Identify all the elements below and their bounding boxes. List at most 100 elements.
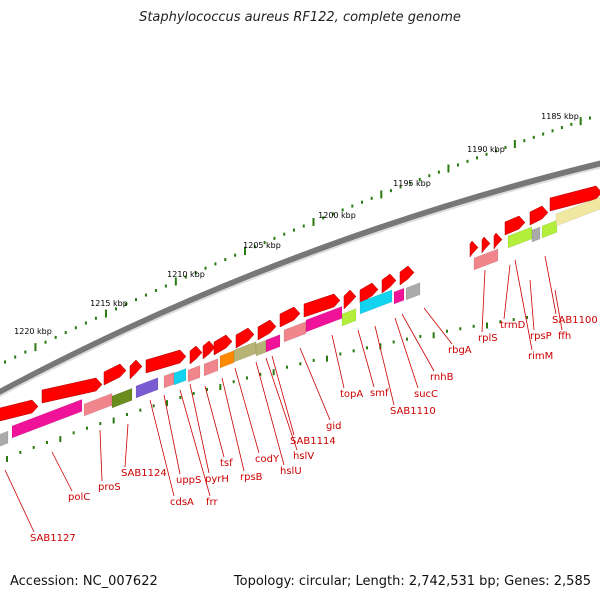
minor-tick — [418, 177, 421, 181]
forward-gene-21 — [549, 185, 600, 212]
minor-tick — [164, 284, 167, 288]
inner-tick — [512, 318, 515, 322]
minor-tick — [331, 212, 334, 216]
forward-gene-0 — [0, 399, 39, 422]
leader-rbga — [423, 307, 453, 345]
inner-tick — [99, 422, 102, 426]
minor-tick — [437, 170, 440, 174]
scale-label-1190-kbp: 1190 kbp — [467, 145, 505, 154]
leader-sab1100 — [544, 255, 557, 315]
accession-text: Accession: NC_007622 — [10, 574, 158, 589]
forward-strand-genes — [0, 185, 600, 422]
leader-frr — [179, 389, 211, 497]
minor-tick — [194, 271, 197, 275]
minor-tick — [523, 139, 526, 143]
leader-pros — [99, 429, 103, 482]
gene-label-gid: gid — [326, 421, 341, 432]
map-title: Staphylococcus aureus RF122, complete ge… — [139, 10, 461, 25]
minor-tick — [409, 181, 412, 185]
cog-segment-16 — [359, 289, 393, 315]
inner-tick — [246, 376, 248, 380]
inner-tick — [219, 384, 222, 391]
minor-tick — [560, 126, 563, 130]
minor-tick — [134, 298, 137, 302]
cog-segment-7 — [187, 365, 201, 383]
minor-tick — [456, 163, 459, 167]
major-tick — [174, 277, 177, 286]
major-tick — [380, 190, 383, 199]
genome-summary-text: Topology: circular; Length: 2,742,531 bp… — [233, 574, 591, 589]
minor-tick — [322, 216, 325, 220]
gene-label-rbga: rbgA — [448, 345, 472, 356]
inner-tick — [232, 380, 235, 384]
cog-segment-15 — [341, 308, 357, 327]
minor-tick — [361, 200, 363, 204]
inner-tick — [352, 349, 355, 353]
scale-label-1195-kbp: 1195 kbp — [393, 179, 431, 188]
minor-tick — [4, 360, 6, 364]
leader-pyrh — [189, 383, 210, 474]
cog-segment-22 — [541, 219, 558, 239]
inner-tick — [286, 365, 288, 369]
leader-topa — [331, 334, 345, 389]
scale-label-1215-kbp: 1215 kbp — [90, 299, 128, 308]
leader-hslu — [255, 361, 285, 466]
forward-gene-16 — [469, 240, 479, 258]
cog-category-track — [0, 197, 600, 447]
minor-tick — [292, 228, 295, 232]
inner-tick — [152, 404, 155, 408]
gene-label-sab1114: SAB1114 — [290, 436, 336, 447]
major-tick — [447, 164, 450, 173]
leader-sab1124 — [124, 423, 129, 468]
leader-hslv — [265, 357, 298, 451]
gene-label-rpls: rplS — [478, 333, 498, 344]
leader-trmd — [503, 264, 511, 320]
leader-smf — [357, 329, 375, 388]
minor-tick — [283, 232, 286, 236]
cog-segment-11 — [255, 339, 267, 357]
cog-segment-12 — [265, 334, 281, 353]
inner-tick — [192, 391, 195, 395]
minor-tick — [154, 289, 157, 292]
major-tick — [104, 309, 107, 318]
scale-label-1185-kbp: 1185 kbp — [541, 112, 579, 121]
minor-tick — [476, 156, 478, 160]
inner-tick — [272, 369, 275, 376]
leader-cdsa — [149, 399, 175, 497]
gene-label-sab1127: SAB1127 — [30, 533, 76, 544]
gene-label-smf: smf — [370, 388, 389, 399]
inner-tick — [86, 426, 88, 430]
cog-segment-3 — [111, 388, 133, 409]
forward-gene-20 — [529, 205, 549, 226]
leader-sab1114 — [271, 355, 295, 436]
gene-label-trmd: trmD — [500, 320, 526, 331]
minor-tick — [570, 122, 573, 126]
minor-tick — [84, 321, 87, 325]
gene-label-rnhb: rnhB — [430, 372, 454, 383]
minor-tick — [551, 129, 554, 133]
inner-tick — [259, 372, 262, 376]
forward-gene-12 — [343, 289, 357, 310]
minor-tick — [74, 326, 77, 330]
gene-label-tsf: tsf — [220, 458, 233, 469]
leader-gid — [299, 347, 331, 421]
gene-label-sab1124: SAB1124 — [121, 468, 167, 479]
inner-tick — [459, 327, 462, 331]
inner-tick — [366, 346, 368, 350]
major-tick — [244, 246, 246, 255]
scale-label-1210-kbp: 1210 kbp — [167, 270, 205, 279]
forward-gene-7 — [213, 334, 233, 356]
gene-label-hslv: hslV — [293, 451, 314, 462]
inner-tick — [486, 322, 488, 329]
cog-segment-8 — [203, 358, 219, 377]
gene-label-topa: topA — [340, 389, 363, 400]
minor-tick — [341, 208, 344, 212]
leader-rimm — [514, 259, 533, 351]
inner-tick — [472, 324, 475, 328]
cog-segment-4 — [135, 377, 159, 399]
forward-gene-17 — [481, 236, 491, 254]
inner-tick — [139, 408, 142, 412]
leader-rpls — [481, 269, 486, 333]
inner-tick — [19, 450, 22, 454]
